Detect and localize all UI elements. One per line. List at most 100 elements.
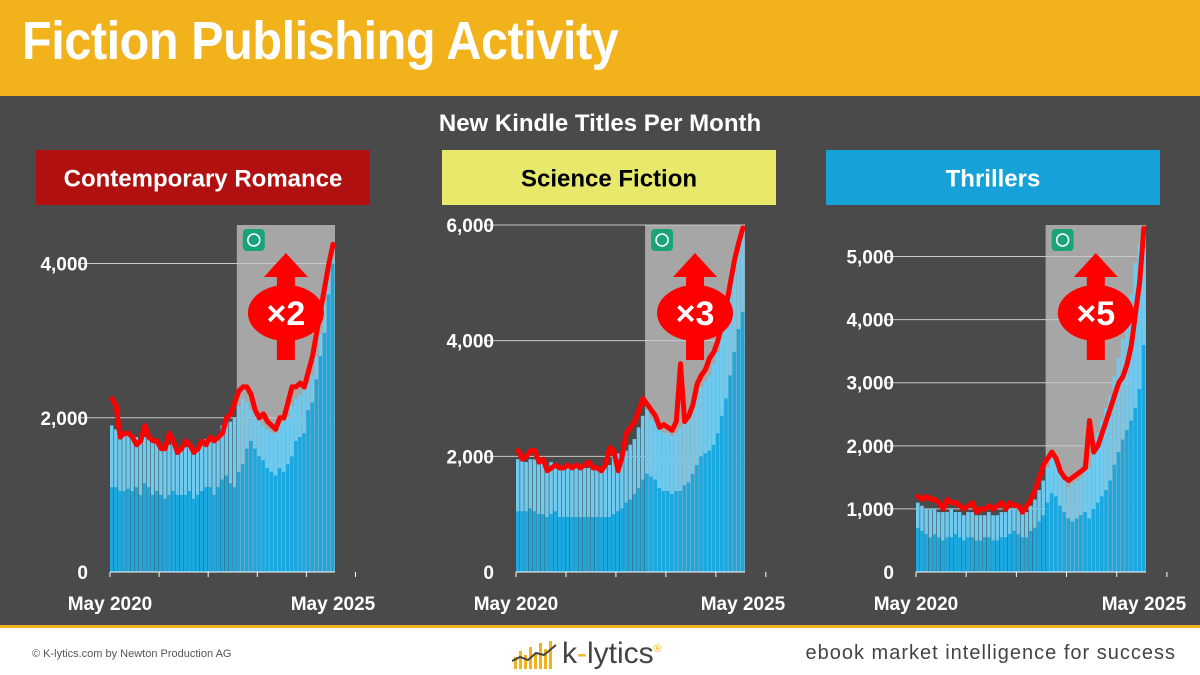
bar-dark (1020, 537, 1025, 572)
bar-dark (310, 402, 314, 572)
bar-dark (150, 494, 155, 572)
bar-dark (191, 498, 196, 572)
bar-dark (574, 517, 578, 572)
bar-dark (720, 415, 724, 572)
multiplier-label: ×2 (267, 295, 306, 333)
openai-icon (651, 229, 674, 251)
bar-dark (216, 487, 220, 572)
openai-icon (242, 229, 265, 251)
bar-dark (1058, 505, 1062, 572)
logo-wordmark: k-lytics® (562, 637, 662, 671)
bar-dark (1083, 512, 1087, 572)
bar-dark (690, 473, 695, 572)
bar-dark (1070, 521, 1075, 572)
bar-dark (599, 517, 603, 572)
bar-dark (991, 540, 995, 572)
y-tick-label: 0 (483, 563, 494, 584)
chart-title-box (826, 150, 1160, 205)
bar-dark (1104, 489, 1108, 572)
series-line (109, 241, 336, 455)
bar-dark (1095, 502, 1100, 572)
bar-dark (565, 517, 570, 572)
bar-dark (524, 511, 528, 572)
bar-dark (1129, 420, 1133, 572)
bar-dark (277, 467, 282, 572)
y-tick-label: 0 (883, 563, 894, 584)
bar-dark (118, 491, 122, 572)
bar-dark (208, 487, 212, 572)
bar-dark (159, 494, 163, 572)
x-tick-label: May 2020 (874, 594, 959, 615)
bar-dark (657, 488, 662, 572)
bar-dark (195, 494, 200, 572)
bar-dark (1074, 518, 1079, 572)
openai-icon-ring (247, 233, 261, 247)
y-tick-label: 6,000 (446, 216, 494, 237)
bar-dark (615, 511, 620, 572)
bar-dark (628, 499, 632, 572)
bar-dark (257, 456, 261, 572)
bar-dark (134, 487, 139, 572)
x-tick-label: May 2020 (68, 594, 153, 615)
bar-dark (273, 475, 278, 572)
bar-dark (302, 433, 306, 572)
chart-subtitle: New Kindle Titles Per Month (438, 110, 762, 137)
bar-dark (528, 508, 533, 572)
bar-dark (682, 485, 687, 572)
x-tick-label: May 2025 (1102, 594, 1187, 615)
bar-dark (520, 511, 524, 572)
bar-dark (330, 263, 335, 572)
bar-dark (290, 456, 294, 572)
k-lytics-logo: k-lytics® (512, 636, 662, 672)
bar-dark (728, 375, 732, 572)
bar-dark (1003, 537, 1008, 572)
bar-dark (155, 491, 159, 572)
bar-dark (130, 491, 134, 572)
bar-dark (590, 517, 595, 572)
bar-dark (582, 517, 587, 572)
bar-dark (928, 537, 933, 572)
bar-dark (1141, 344, 1146, 572)
chart-title-box (36, 150, 370, 205)
chart-title: Contemporary Romance (64, 166, 343, 193)
bar-dark (1091, 508, 1096, 572)
copyright-text: © K-lytics.com by Newton Production AG (32, 648, 232, 660)
bar-dark (1016, 534, 1020, 572)
chart-title-box (442, 150, 776, 205)
bar-dark (936, 537, 941, 572)
bar-dark (532, 511, 537, 572)
bar-dark (326, 294, 331, 572)
bar-dark (314, 379, 319, 572)
bar-dark (163, 498, 167, 572)
bar-dark (138, 494, 143, 572)
bar-dark (953, 534, 958, 572)
bar-dark (715, 433, 720, 572)
bar-dark (661, 491, 666, 572)
y-tick-label: 5,000 (846, 248, 894, 269)
multiplier-badge (247, 285, 324, 341)
y-tick-label: 4,000 (446, 332, 494, 353)
chart-panel-1: Science Fiction 0 2,000 4,000 6,000 May 2020 M… (442, 150, 786, 615)
bar-dark (649, 476, 653, 572)
logo-wordmark-lytics: lytics (587, 637, 654, 670)
x-tick-label: May 2025 (701, 594, 786, 615)
bar-dark (220, 479, 224, 572)
y-tick-label: 2,000 (40, 409, 88, 430)
bar-dark (653, 479, 657, 572)
bar-dark (1133, 407, 1138, 572)
bar-dark (665, 491, 670, 572)
bar-dark (553, 511, 558, 572)
bar-dark (281, 471, 286, 572)
bar-dark (957, 537, 962, 572)
header-bar: Fiction Publishing Activity (0, 0, 1200, 96)
openai-icon-ring (655, 233, 669, 247)
y-tick-label: 1,000 (846, 500, 894, 521)
bar-dark (114, 487, 118, 572)
bar-dark (932, 534, 937, 572)
bar-dark (249, 440, 253, 572)
bar-dark (294, 440, 298, 572)
bar-dark (982, 537, 987, 572)
bar-dark (549, 514, 553, 572)
bar-dark (640, 479, 645, 572)
bar-dark (224, 475, 229, 572)
